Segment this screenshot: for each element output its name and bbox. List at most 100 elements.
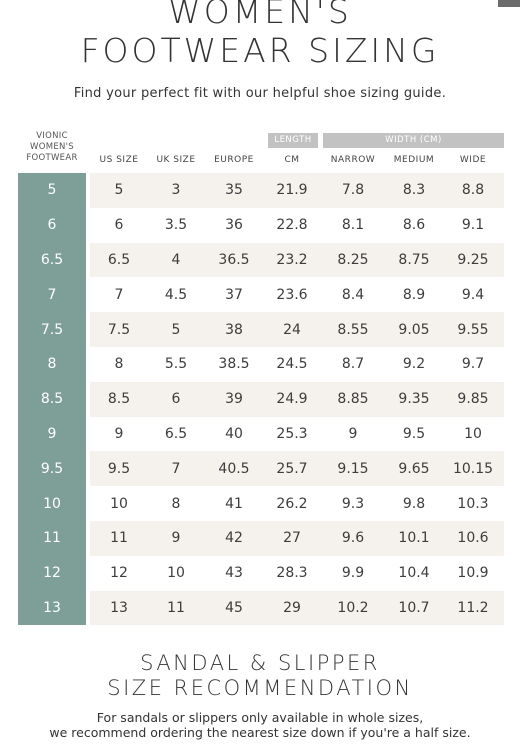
vionic-size-header: VIONIC WOMEN'S FOOTWEAR [14, 131, 90, 164]
cell-narrow: 9.9 [341, 565, 365, 582]
cell-medium: 9.65 [398, 460, 430, 477]
cell-uk: 8 [171, 495, 181, 512]
cell-eu: 35 [225, 182, 243, 199]
vionic-size-cell: 12 [43, 565, 61, 582]
cell-narrow: 10.2 [337, 599, 369, 616]
cell-uk: 9 [171, 530, 181, 547]
cell-medium: 9.8 [402, 495, 426, 512]
cell-us: 8 [114, 356, 124, 373]
cell-cm: 29 [283, 599, 301, 616]
cell-medium: 8.75 [398, 251, 430, 268]
cell-us: 12 [110, 565, 128, 582]
cell-uk: 6 [171, 391, 181, 408]
cell-wide: 10.3 [457, 495, 489, 512]
cell-cm: 26.2 [276, 495, 308, 512]
cell-cm: 25.3 [276, 425, 308, 442]
cell-wide: 9.25 [457, 251, 489, 268]
cell-wide: 9.4 [461, 286, 485, 303]
table-row: 10 8 41 26.2 9.3 9.8 10.3 [90, 486, 504, 521]
width-group-header: WIDTH (CM) [323, 133, 504, 148]
cell-cm: 22.8 [276, 217, 308, 234]
cell-us: 9.5 [107, 460, 131, 477]
corner-mark [498, 0, 520, 7]
vionic-size-cell: 11 [43, 530, 61, 547]
cell-eu: 38 [225, 321, 243, 338]
table-row: 9 6.5 40 25.3 9 9.5 10 [90, 417, 504, 452]
cell-wide: 10 [464, 425, 482, 442]
cell-eu: 38.5 [218, 356, 250, 373]
cell-us: 7 [114, 286, 124, 303]
vionic-size-cell: 6 [47, 217, 57, 234]
table-row: 6.5 4 36.5 23.2 8.25 8.75 9.25 [90, 242, 504, 278]
cell-uk: 11 [167, 599, 185, 616]
page-subtitle: Find your perfect fit with our helpful s… [73, 86, 447, 101]
col-header-uk: UK SIZE [156, 155, 196, 165]
cell-medium: 10.7 [398, 599, 430, 616]
cell-medium: 9.2 [402, 356, 426, 373]
cell-wide: 10.6 [457, 530, 489, 547]
cell-medium: 10.1 [398, 530, 430, 547]
cell-uk: 7 [171, 460, 181, 477]
vionic-size-cell: 9 [47, 425, 57, 442]
table-row: 7 4.5 37 23.6 8.4 8.9 9.4 [90, 277, 504, 312]
length-group-header: LENGTH [268, 133, 318, 148]
cell-us: 11 [110, 530, 128, 547]
vionic-size-cell: 8 [47, 356, 57, 373]
cell-uk: 4 [171, 251, 181, 268]
cell-uk: 6.5 [164, 425, 188, 442]
cell-us: 7.5 [107, 321, 131, 338]
cell-narrow: 8.85 [337, 391, 369, 408]
table-row: 8.5 6 39 24.9 8.85 9.35 9.85 [90, 381, 504, 417]
cell-narrow: 9.15 [337, 460, 369, 477]
col-header-cm: CM [284, 155, 300, 165]
cell-wide: 10.9 [457, 565, 489, 582]
col-header-medium: MEDIUM [393, 155, 435, 165]
sandal-title-line-1: SANDAL & SLIPPER [140, 651, 380, 675]
vionic-size-cell: 13 [43, 599, 61, 616]
cell-narrow: 9.6 [341, 530, 365, 547]
cell-narrow: 8.4 [341, 286, 365, 303]
cell-us: 8.5 [107, 391, 131, 408]
cell-cm: 23.2 [276, 251, 308, 268]
cell-uk: 10 [167, 565, 185, 582]
cell-uk: 3 [171, 182, 181, 199]
cell-narrow: 8.25 [337, 251, 369, 268]
cell-us: 9 [114, 425, 124, 442]
sandal-note-line-1: For sandals or slippers only available i… [96, 710, 424, 725]
cell-us: 6 [114, 217, 124, 234]
vionic-size-cell: 7.5 [40, 321, 64, 338]
cell-wide: 9.85 [457, 391, 489, 408]
cell-narrow: 8.1 [341, 217, 365, 234]
cell-eu: 40 [225, 425, 243, 442]
table-row: 5 3 35 21.9 7.8 8.3 8.8 [90, 173, 504, 208]
cell-medium: 9.5 [402, 425, 426, 442]
cell-eu: 42 [225, 530, 243, 547]
vionic-size-cell: 10 [43, 495, 61, 512]
cell-eu: 36.5 [218, 251, 250, 268]
table-row: 11 9 42 27 9.6 10.1 10.6 [90, 521, 504, 556]
page-title-line-1: WOMEN'S [168, 0, 352, 31]
cell-medium: 9.35 [398, 391, 430, 408]
cell-eu: 40.5 [218, 460, 250, 477]
vionic-size-cell: 5 [47, 182, 57, 199]
cell-eu: 36 [225, 217, 243, 234]
cell-wide: 9.7 [461, 356, 485, 373]
cell-eu: 39 [225, 391, 243, 408]
table-row: 12 10 43 28.3 9.9 10.4 10.9 [90, 556, 504, 591]
cell-cm: 21.9 [276, 182, 308, 199]
cell-narrow: 8.55 [337, 321, 369, 338]
table-row: 7.5 5 38 24 8.55 9.05 9.55 [90, 312, 504, 347]
cell-cm: 25.7 [276, 460, 308, 477]
cell-us: 13 [110, 599, 128, 616]
cell-wide: 9.55 [457, 321, 489, 338]
vionic-size-cell: 8.5 [40, 391, 64, 408]
cell-uk: 5 [171, 321, 181, 338]
cell-eu: 41 [225, 495, 243, 512]
cell-cm: 28.3 [276, 565, 308, 582]
cell-cm: 24 [283, 321, 301, 338]
cell-wide: 10.15 [452, 460, 494, 477]
cell-uk: 5.5 [164, 356, 188, 373]
cell-medium: 8.9 [402, 286, 426, 303]
cell-narrow: 8.7 [341, 356, 365, 373]
sandal-title-line-2: SIZE RECOMMENDATION [107, 676, 413, 700]
